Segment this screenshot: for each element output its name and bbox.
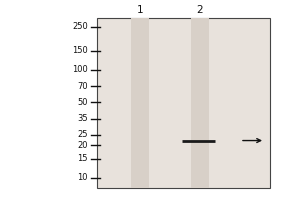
Bar — [131, 18, 149, 188]
Bar — [97, 18, 270, 188]
Text: 25: 25 — [77, 130, 88, 139]
Text: 1: 1 — [137, 5, 143, 15]
Text: 50: 50 — [77, 98, 88, 107]
Text: 250: 250 — [72, 22, 88, 31]
Text: 150: 150 — [72, 46, 88, 55]
Text: 15: 15 — [77, 154, 88, 163]
Text: 70: 70 — [77, 82, 88, 91]
Text: 2: 2 — [197, 5, 203, 15]
Bar — [191, 18, 209, 188]
Text: 35: 35 — [77, 114, 88, 123]
Text: 10: 10 — [77, 173, 88, 182]
Text: 20: 20 — [77, 141, 88, 150]
Text: 100: 100 — [72, 65, 88, 74]
